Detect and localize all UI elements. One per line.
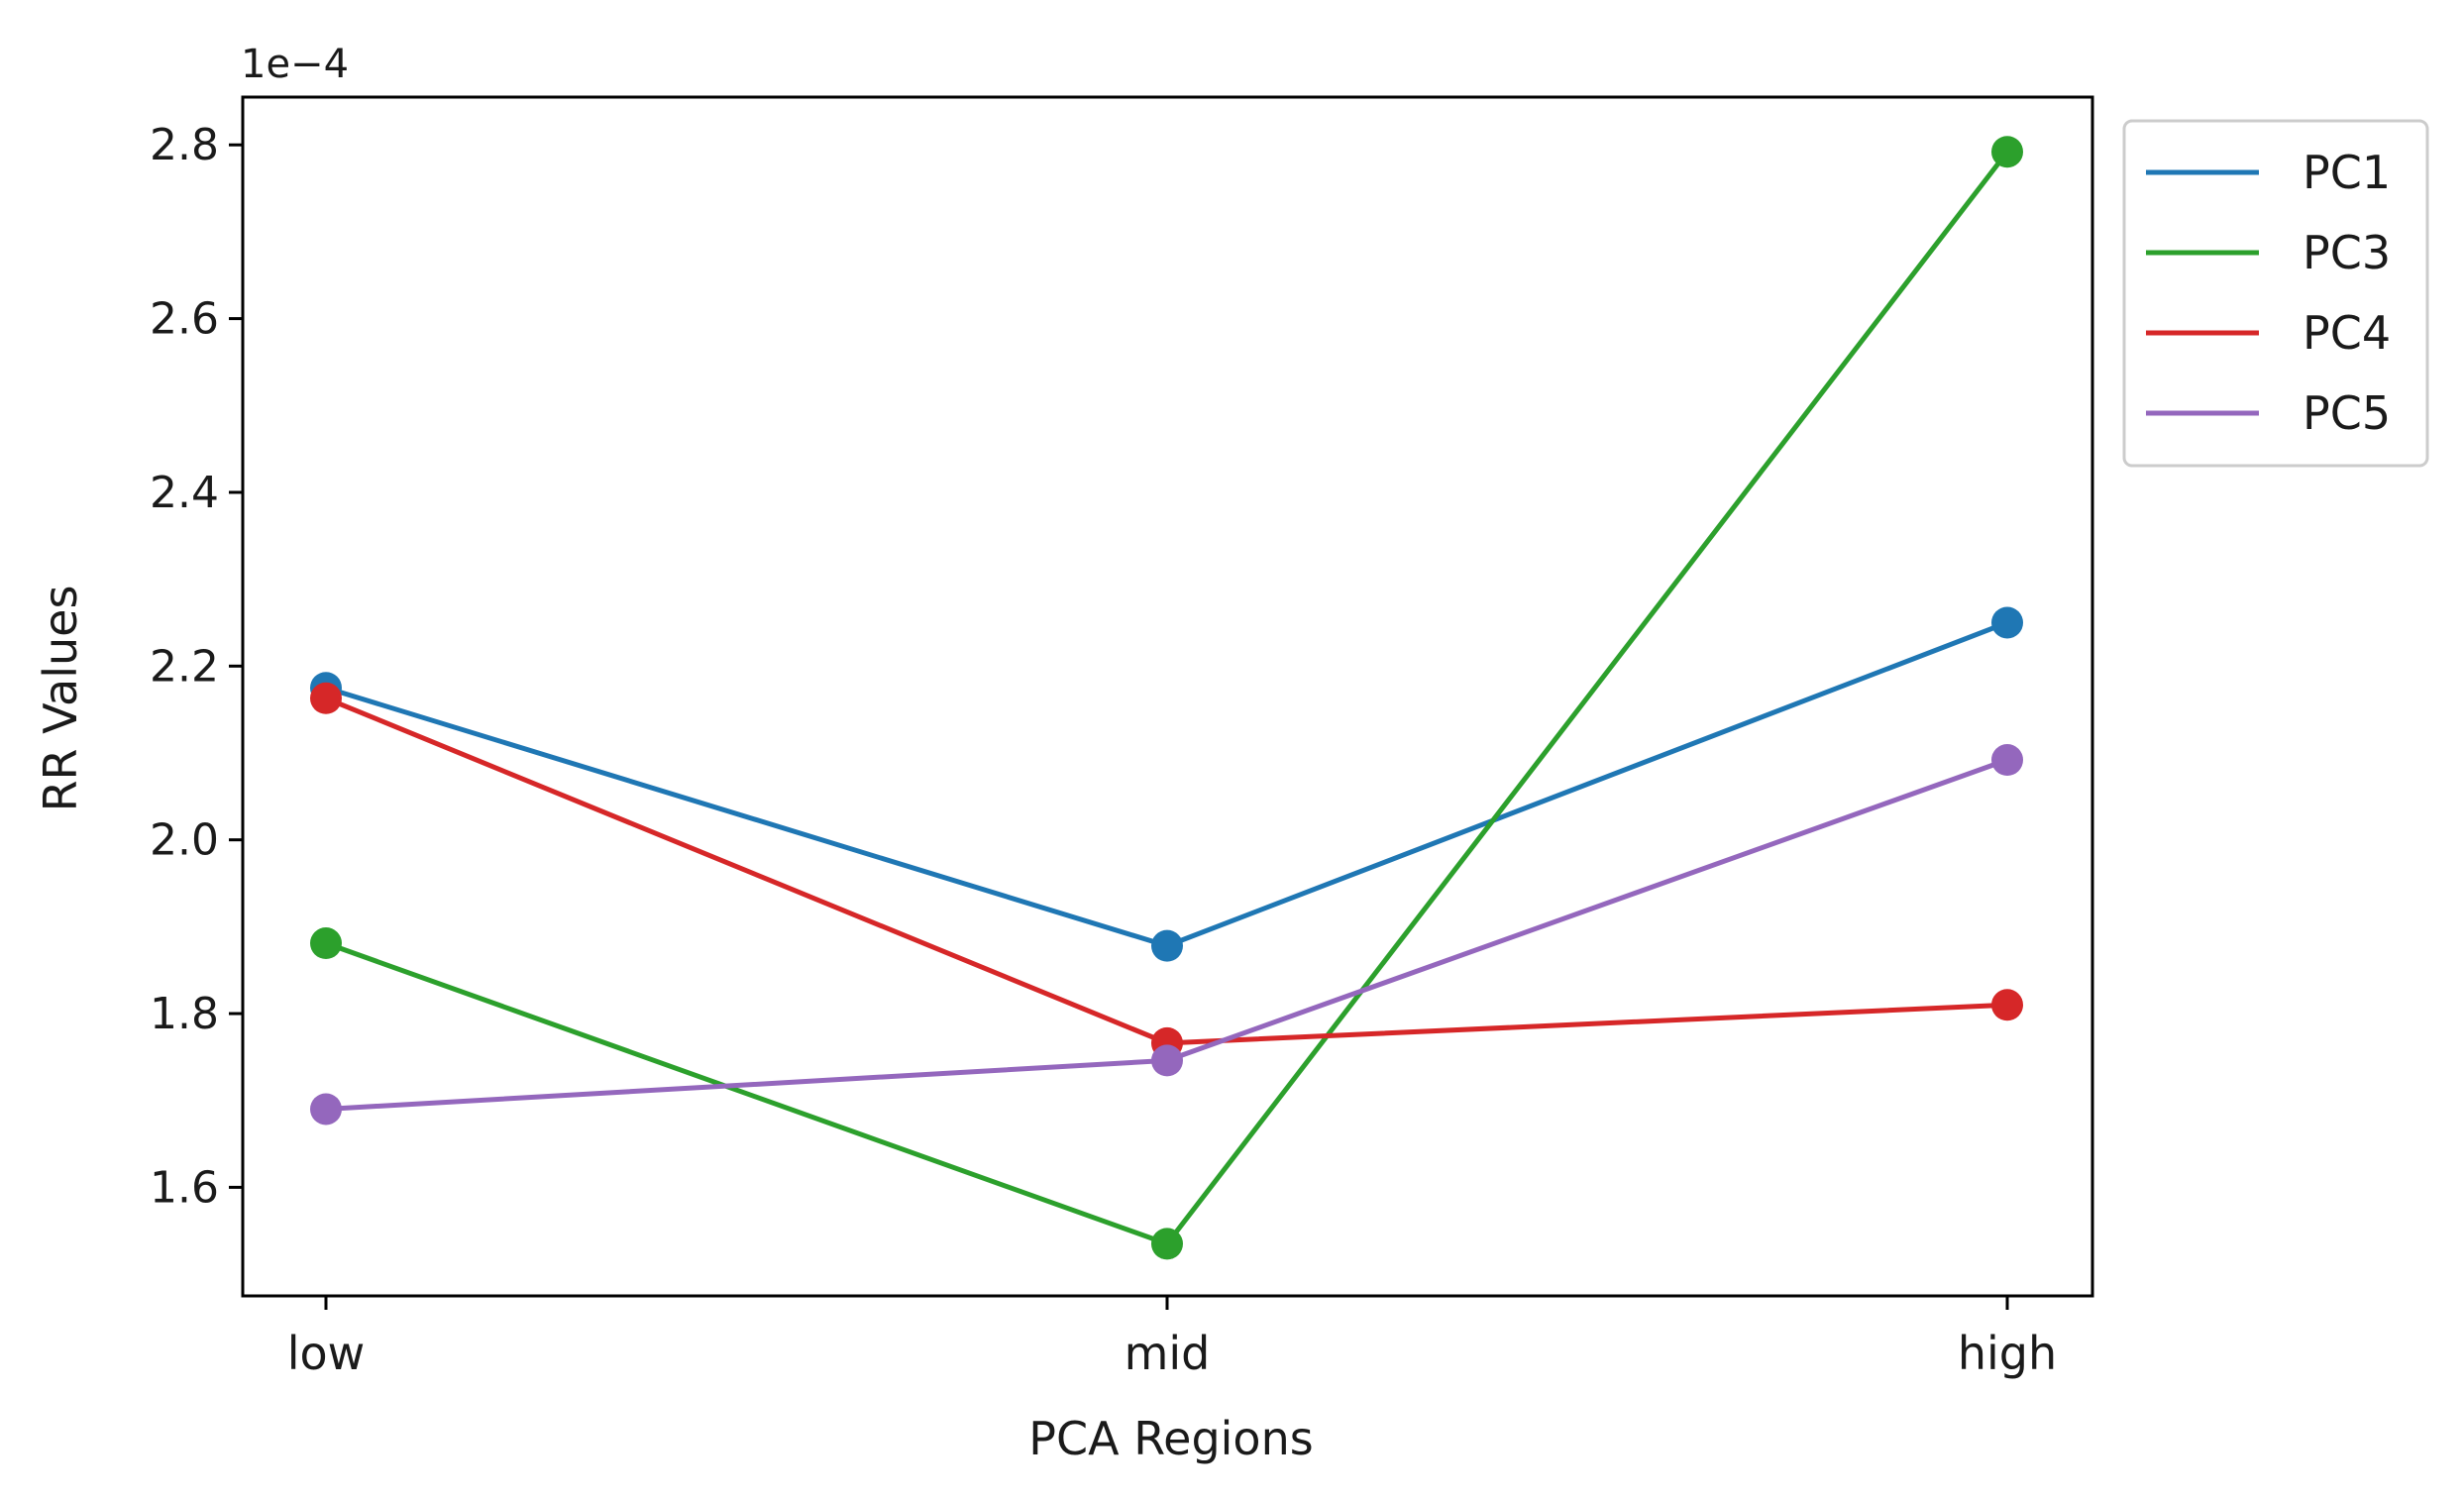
axes: 1.6 1.8 2.0 2.2 2.4 2.6 2.8 low mid high: [150, 95, 2094, 1380]
data-point-pc3-mid: [1151, 1228, 1183, 1260]
legend-label-pc4: PC4: [2303, 306, 2391, 360]
data-point-pc1-high: [1991, 606, 2023, 639]
data-point-pc4-high: [1991, 989, 2023, 1021]
data-point-pc5-high: [1991, 744, 2023, 777]
legend: PC1 PC3 PC4 PC5: [2122, 119, 2429, 468]
data-point-pc3-high: [1991, 136, 2023, 168]
legend-box: [2122, 119, 2429, 468]
y-tick-label: 1.6: [150, 1162, 219, 1213]
x-tick-label: mid: [1125, 1327, 1211, 1380]
plot-area: [310, 136, 2023, 1260]
y-axis-offset-label: 1e−4: [241, 42, 349, 87]
y-tick-label: 2.6: [150, 294, 219, 345]
data-point-pc3-low: [310, 927, 342, 960]
x-tick-label: low: [287, 1327, 366, 1380]
y-tick-label: 1.8: [150, 989, 219, 1039]
x-axis-label: PCA Regions: [1028, 1412, 1313, 1465]
y-axis-label: RR Values: [34, 586, 87, 812]
data-point-pc5-low: [310, 1093, 342, 1126]
y-tick-label: 2.2: [150, 641, 219, 692]
y-tick-label: 2.4: [150, 468, 219, 518]
y-tick-label: 2.8: [150, 120, 219, 170]
x-tick-label: high: [1958, 1327, 2057, 1380]
data-point-pc5-mid: [1151, 1044, 1183, 1077]
data-point-pc1-mid: [1151, 929, 1183, 962]
data-point-pc4-low: [310, 682, 342, 714]
legend-label-pc1: PC1: [2303, 146, 2391, 199]
legend-label-pc5: PC5: [2303, 386, 2391, 440]
legend-label-pc3: PC3: [2303, 226, 2391, 279]
y-tick-label: 2.0: [150, 815, 219, 866]
